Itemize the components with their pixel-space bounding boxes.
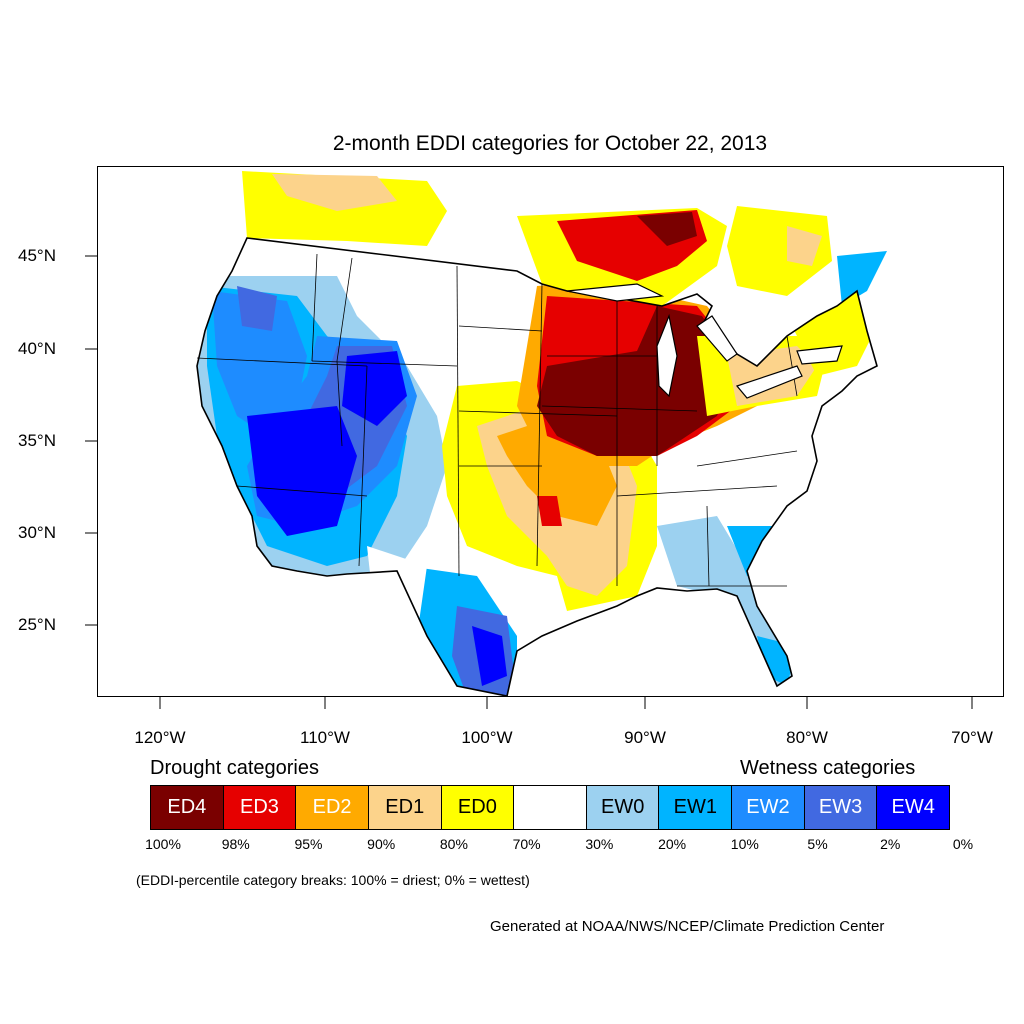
wetness-categories-title: Wetness categories — [740, 757, 916, 779]
legend-break-label: 20% — [658, 836, 687, 852]
lat-label-40: 40°N — [18, 339, 56, 358]
legend-break-label: 90% — [367, 836, 396, 852]
lat-label-25: 25°N — [18, 615, 56, 634]
canada-band — [242, 171, 887, 306]
lon-label-70: 70°W — [951, 728, 993, 747]
lat-label-35: 35°N — [18, 431, 56, 450]
great-lakes — [566, 283, 843, 399]
legend-break-label: 30% — [585, 836, 614, 852]
lon-label-100: 100°W — [461, 728, 513, 747]
legend-box-ed2: ED2 — [296, 786, 369, 829]
lon-label-80: 80°W — [786, 728, 828, 747]
legend-bar: ED4 ED3 ED2 ED1 ED0 EW0 EW1 EW2 EW3 EW4 — [150, 785, 950, 830]
legend-box-ew1: EW1 — [659, 786, 733, 829]
map-title: 2-month EDDI categories for October 22, … — [332, 132, 768, 155]
lon-label-120: 120°W — [134, 728, 186, 747]
legend-box-normal — [514, 786, 587, 829]
eddi-map — [97, 166, 1004, 697]
legend-box-ed1: ED1 — [368, 786, 442, 829]
lat-label-45: 45°N — [18, 246, 56, 265]
category-note: (EDDI-percentile category breaks: 100% =… — [136, 872, 530, 888]
legend-box-ed4: ED4 — [151, 786, 224, 829]
drought-categories-title: Drought categories — [150, 757, 319, 779]
legend-break-label: 10% — [730, 836, 759, 852]
legend-box-ed0: ED0 — [441, 786, 515, 829]
legend-break-label: 5% — [807, 836, 828, 852]
state-borders — [196, 253, 798, 587]
legend-box-ed3: ED3 — [223, 786, 297, 829]
lon-label-90: 90°W — [624, 728, 666, 747]
legend-box-ew0: EW0 — [586, 786, 660, 829]
legend-box-ew4: EW4 — [877, 786, 950, 829]
legend-break-label: 98% — [221, 836, 250, 852]
legend-box-ew3: EW3 — [804, 786, 878, 829]
legend-break-label: 80% — [439, 836, 468, 852]
legend-break-label: 95% — [294, 836, 323, 852]
credit-text: Generated at NOAA/NWS/NCEP/Climate Predi… — [490, 918, 885, 935]
legend-break-label: 2% — [880, 836, 901, 852]
lon-label-110: 110°W — [300, 728, 350, 747]
legend-break-label: 70% — [512, 836, 541, 852]
legend-box-ew2: EW2 — [732, 786, 805, 829]
legend-break-label: 100% — [145, 836, 181, 852]
lat-label-30: 30°N — [18, 523, 56, 542]
legend-break-label: 0% — [952, 836, 974, 852]
